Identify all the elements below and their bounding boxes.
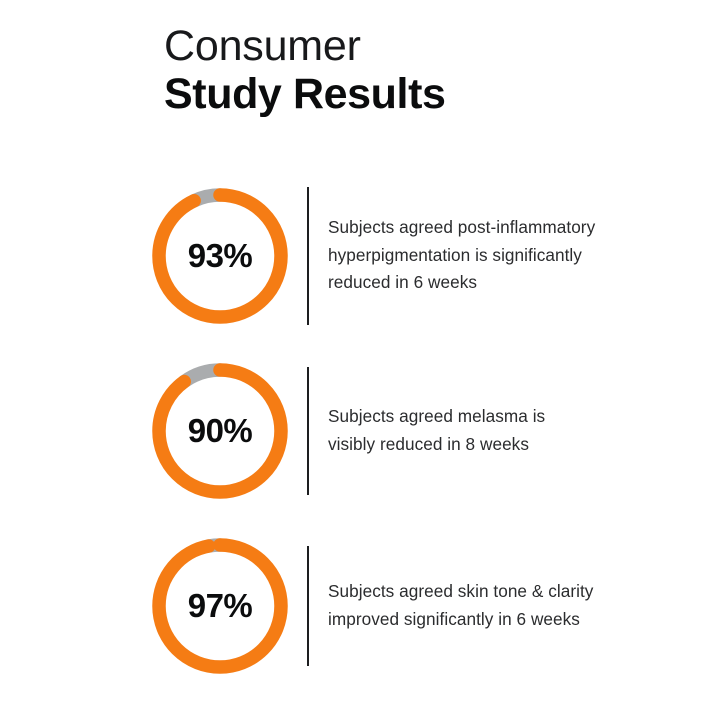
row-divider (307, 186, 309, 325)
donut-chart-90: 90% (152, 362, 288, 499)
donut-chart-93: 93% (152, 187, 288, 324)
donut-value-arc (152, 537, 288, 674)
stat-description: Subjects agreed post-inflammatory hyperp… (328, 217, 596, 293)
stat-description: Subjects agreed melasma is visibly reduc… (328, 406, 546, 454)
stat-row: 90% Subjects agreed melasma is visibly r… (0, 343, 720, 518)
stat-row: 97% Subjects agreed skin tone & clarity … (0, 518, 720, 693)
donut-svg (152, 362, 288, 499)
stat-list: 93% Subjects agreed post-inflammatory hy… (0, 168, 720, 693)
page-title-line-study-results: Study Results (164, 70, 446, 119)
stat-row: 93% Subjects agreed post-inflammatory hy… (0, 168, 720, 343)
donut-value-label: 93% (187, 236, 253, 274)
row-divider (307, 366, 309, 495)
donut-svg (152, 537, 288, 674)
donut-value-arc (152, 187, 288, 324)
donut-svg (152, 187, 288, 324)
donut-value-label: 97% (187, 586, 253, 624)
donut-value-label: 90% (187, 411, 253, 449)
stat-description: Subjects agreed skin tone & clarity impr… (328, 581, 594, 629)
donut-value-arc (152, 362, 288, 499)
row-divider (307, 545, 309, 666)
page-title-line-consumer: Consumer (164, 22, 361, 70)
page-title: Consumer Study Results (164, 22, 446, 118)
donut-chart-97: 97% (152, 537, 288, 674)
